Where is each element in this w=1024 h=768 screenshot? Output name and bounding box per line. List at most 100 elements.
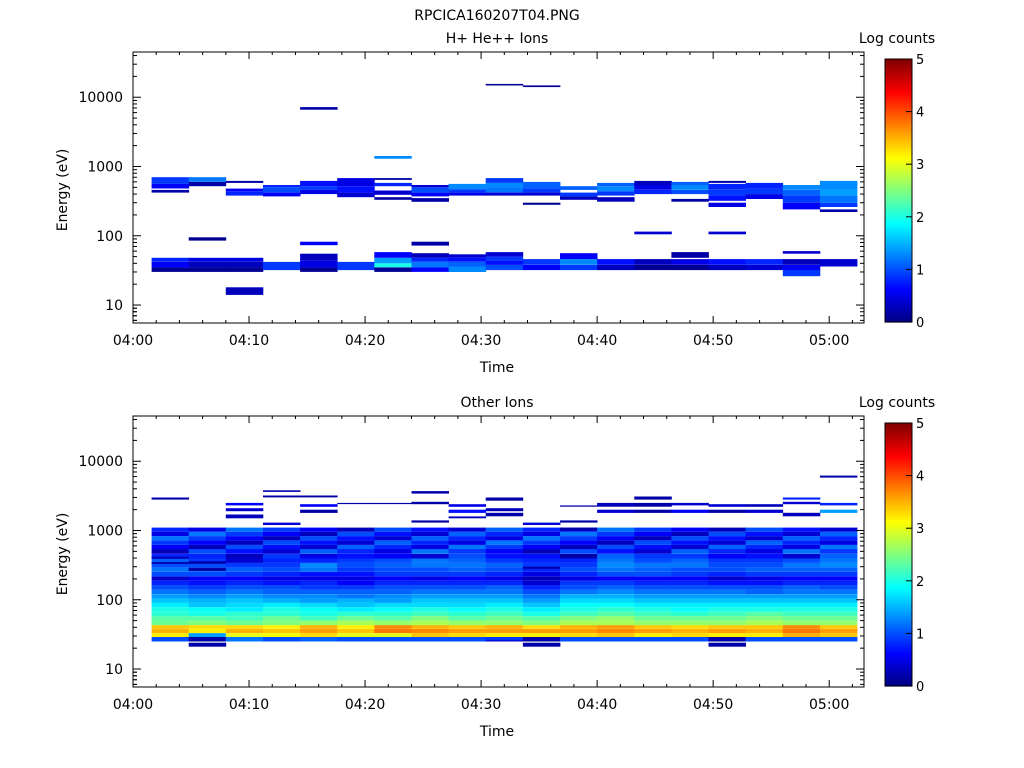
- heatmap-cell: [708, 616, 746, 621]
- heatmap-cell: [411, 540, 449, 545]
- heatmap-cell: [485, 628, 524, 634]
- colorbar-segment: [885, 679, 912, 683]
- colorbar-segment: [885, 639, 912, 643]
- colorbar-segment: [885, 273, 912, 277]
- heatmap-cell: [782, 637, 821, 642]
- heatmap-cell: [374, 190, 412, 195]
- heatmap-cell: [225, 616, 264, 621]
- heatmap-cell: [634, 567, 672, 572]
- heatmap-cell: [782, 185, 821, 190]
- heatmap-cell: [448, 616, 487, 621]
- heatmap-cell: [819, 589, 858, 595]
- heatmap-cell: [337, 594, 375, 599]
- heatmap-cell: [188, 580, 227, 586]
- colorbar-segment: [885, 102, 912, 106]
- heatmap-cell: [188, 257, 227, 262]
- heatmap-cell: [560, 192, 598, 197]
- heatmap-cell: [597, 531, 635, 537]
- heatmap-cell: [782, 264, 821, 271]
- colorbar-tick-label: 5: [916, 417, 924, 432]
- heatmap-cell: [597, 585, 635, 590]
- heatmap-cell: [671, 252, 709, 258]
- heatmap-cell: [300, 495, 338, 498]
- heatmap-cell: [522, 522, 561, 525]
- heatmap-cell: [671, 637, 709, 642]
- heatmap-cell: [782, 497, 821, 500]
- colorbar-segment: [885, 251, 912, 255]
- heatmap-cell: [374, 633, 412, 637]
- heatmap-cell: [263, 558, 301, 563]
- colorbar-tick-label: 4: [916, 470, 924, 485]
- colorbar-segment: [885, 650, 912, 654]
- colorbar-segment: [885, 177, 912, 181]
- heatmap-cell: [300, 536, 338, 541]
- heatmap-cells-h-he: [151, 83, 858, 295]
- heatmap-cell: [188, 267, 227, 272]
- colorbar-segment: [885, 572, 912, 575]
- heatmap-cell: [263, 620, 301, 626]
- heatmap-cell: [411, 192, 449, 197]
- heatmap-cell: [188, 642, 227, 647]
- heatmap-cell: [522, 598, 561, 603]
- heatmap-cell: [634, 527, 672, 532]
- heatmap-cell: [485, 192, 524, 196]
- colorbar-segment: [885, 466, 912, 470]
- heatmap-cell: [522, 562, 561, 568]
- heatmap-cell: [782, 567, 821, 572]
- heatmap-cell: [634, 231, 672, 235]
- heatmap-cell: [708, 611, 746, 617]
- heatmap-cell: [634, 180, 672, 186]
- colorbar-segment: [885, 607, 912, 610]
- heatmap-cell: [745, 536, 784, 541]
- heatmap-cell: [560, 531, 598, 537]
- heatmap-cell: [745, 625, 784, 629]
- heatmap-cell: [671, 509, 709, 513]
- heatmap-cell: [374, 527, 412, 532]
- heatmap-cell: [522, 553, 561, 559]
- heatmap-cell: [151, 531, 190, 537]
- heatmap-cell: [708, 202, 746, 207]
- heatmap-cell: [671, 620, 709, 626]
- heatmap-cell: [671, 502, 709, 506]
- colorbar-segment: [885, 218, 912, 222]
- heatmap-cell: [522, 567, 561, 572]
- heatmap-cell: [782, 251, 821, 254]
- heatmap-cell: [745, 562, 784, 568]
- heatmap-cell: [745, 567, 784, 572]
- heatmap-cell: [188, 598, 227, 603]
- heatmap-cell: [411, 594, 449, 599]
- y-tick-label: 1000: [87, 159, 123, 175]
- colorbar-segment: [885, 245, 912, 249]
- colorbar-segment: [885, 580, 912, 584]
- heatmap-cell: [374, 549, 412, 554]
- x-tick-label: 04:10: [229, 333, 269, 349]
- y-tick-label: 10000: [78, 454, 123, 470]
- colorbar-segment: [885, 464, 912, 468]
- heatmap-cell: [634, 611, 672, 617]
- heatmap-cell: [522, 192, 561, 196]
- heatmap-cell: [634, 189, 672, 195]
- heatmap-cell: [782, 585, 821, 590]
- heatmap-cell: [188, 237, 227, 241]
- heatmap-cell: [708, 264, 746, 271]
- colorbar-segment: [885, 458, 912, 461]
- colorbar-segment: [885, 624, 912, 628]
- heatmap-cell: [819, 598, 858, 603]
- heatmap-cell: [708, 598, 746, 603]
- colorbar-segment: [885, 526, 912, 529]
- heatmap-cell: [374, 602, 412, 608]
- colorbar-tick-label: 5: [916, 53, 924, 68]
- heatmap-cell: [745, 589, 784, 595]
- colorbar-segment: [885, 497, 912, 501]
- colorbar-segment: [885, 315, 912, 319]
- heatmap-cell: [188, 549, 227, 554]
- colorbar-segment: [885, 589, 912, 593]
- colorbar-segment: [885, 240, 912, 244]
- colorbar-segment: [885, 576, 912, 580]
- colorbar-segment: [885, 168, 912, 172]
- heatmap-cell: [448, 189, 487, 193]
- heatmap-cell: [337, 261, 375, 271]
- colorbar-segment: [885, 427, 912, 431]
- heatmap-cell: [597, 197, 635, 202]
